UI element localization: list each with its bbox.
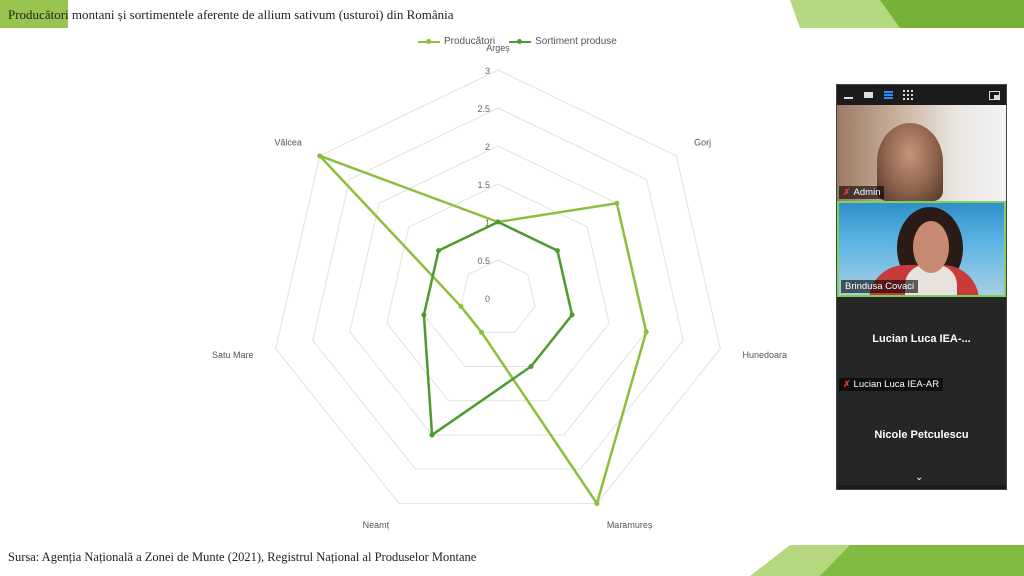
participant-name-tag: ✗ Lucian Luca IEA-AR [839, 378, 944, 391]
tick-label: 1 [485, 218, 490, 228]
legend-label: Producători [444, 36, 496, 47]
data-point [569, 312, 575, 318]
tick-label: 1.5 [477, 180, 490, 190]
speaker-view-icon[interactable] [883, 91, 893, 99]
data-point [421, 312, 427, 318]
tick-label: 0.5 [477, 256, 490, 266]
legend-swatch-icon [509, 38, 532, 44]
grid-ring [386, 183, 610, 402]
tick-label: 3 [485, 66, 490, 76]
category-label: Satu Mare [212, 350, 254, 360]
data-point [614, 200, 620, 206]
gallery-view-icon[interactable] [903, 90, 913, 100]
tick-label: 2 [485, 142, 490, 152]
category-label: Argeș [486, 43, 510, 53]
participant-name-tag: Brindusa Covaci [841, 280, 919, 293]
participant-name-tag: ✗ Admin [839, 186, 885, 199]
zoom-gallery-panel: ✗ Admin Brindusa Covaci Lucian Luca IEA-… [836, 84, 1007, 490]
category-label: Vâlcea [274, 138, 302, 148]
grid-ring [312, 107, 684, 470]
series-line [422, 220, 574, 438]
series-line [318, 154, 648, 507]
data-point [528, 363, 534, 369]
participant-tile-active-speaker[interactable]: Brindusa Covaci [837, 201, 1006, 297]
legend-label: Sortiment produse [535, 36, 617, 47]
data-point [479, 329, 485, 335]
data-point [495, 219, 501, 225]
window-icon[interactable] [863, 91, 873, 99]
grid-ring [275, 69, 721, 504]
tick-label: 0 [485, 294, 490, 304]
participant-video [877, 123, 943, 201]
participant-tile[interactable]: Lucian Luca IEA-... ✗ Lucian Luca IEA-AR [837, 297, 1006, 393]
participant-tile[interactable]: ✗ Admin [837, 105, 1006, 201]
data-point [458, 303, 464, 309]
participant-tile[interactable]: Nicole Petculescu ⌄ [837, 393, 1006, 485]
layout-icon[interactable] [989, 90, 1000, 100]
category-label: Gorj [694, 138, 711, 148]
grid-ring [460, 259, 536, 333]
data-point [594, 500, 600, 506]
data-point [436, 248, 442, 254]
legend-item-producatori: Producători [418, 36, 495, 47]
data-point [317, 153, 323, 159]
zoom-toolbar [837, 85, 1006, 105]
slide-source: Sursa: Agenția Națională a Zonei de Munt… [8, 550, 477, 564]
data-point [643, 329, 649, 335]
data-point [554, 248, 560, 254]
chevron-down-icon[interactable]: ⌄ [915, 472, 924, 483]
grid-ring [423, 221, 573, 367]
data-point [429, 432, 435, 438]
slide-title: Producători montani și sortimentele afer… [8, 7, 454, 22]
minimize-icon[interactable] [843, 91, 853, 99]
participant-display-name: Lucian Luca IEA-... [872, 333, 971, 345]
category-label: Hunedoara [743, 350, 788, 360]
category-label: Maramureș [607, 520, 653, 530]
participant-display-name: Nicole Petculescu [874, 429, 969, 441]
mic-off-icon: ✗ [843, 379, 851, 389]
tick-label: 2.5 [477, 104, 490, 114]
legend-item-sortiment: Sortiment produse [509, 36, 617, 47]
chart-legend: Producători Sortiment produse [418, 36, 617, 47]
mic-off-icon: ✗ [843, 187, 851, 197]
legend-swatch-icon [418, 38, 440, 44]
category-label: Neamț [363, 520, 390, 530]
